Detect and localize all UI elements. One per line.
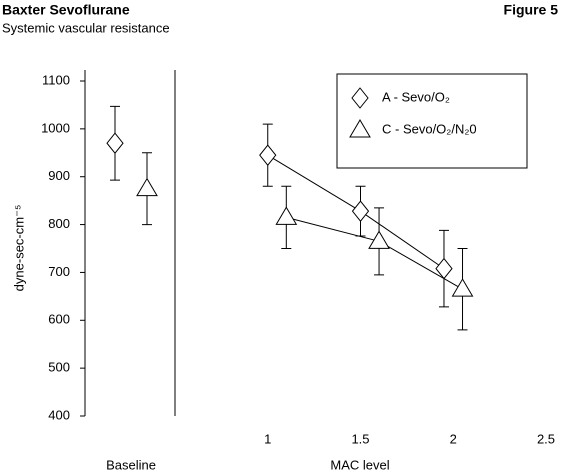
legend-label: C - Sevo/O₂/N₂0 [382, 121, 477, 136]
chart-title: Baxter Sevoflurane [2, 2, 130, 18]
marker [259, 144, 277, 166]
y-axis-label: dyne-sec-cm⁻⁵ [11, 205, 26, 292]
legend-marker [351, 87, 369, 109]
x-axis-label: MAC level [330, 457, 389, 472]
y-tick-label: 500 [48, 360, 70, 375]
marker [451, 278, 474, 297]
x-tick-label: 1.5 [351, 431, 369, 446]
marker [275, 206, 298, 225]
y-tick-label: 700 [48, 264, 70, 279]
marker [136, 177, 158, 197]
x-tick-label: 2 [450, 431, 457, 446]
baseline-label: Baseline [106, 457, 156, 472]
y-tick-label: 800 [48, 216, 70, 231]
marker [351, 200, 370, 222]
y-tick-label: 1000 [41, 120, 70, 135]
marker [368, 230, 390, 249]
x-tick-label: 1 [264, 431, 271, 446]
figure-label: Figure 5 [504, 2, 559, 18]
chart-subtitle: Systemic vascular resistance [2, 20, 170, 35]
series-line [286, 216, 463, 290]
y-tick-label: 900 [48, 168, 70, 183]
x-tick-label: 2.5 [537, 431, 555, 446]
y-tick-label: 400 [48, 407, 70, 422]
y-tick-label: 1100 [42, 72, 70, 87]
legend-marker [349, 119, 371, 138]
legend-box [336, 73, 528, 169]
legend-label: A - Sevo/O₂ [382, 89, 450, 104]
marker [106, 132, 124, 155]
y-tick-label: 600 [48, 312, 70, 327]
